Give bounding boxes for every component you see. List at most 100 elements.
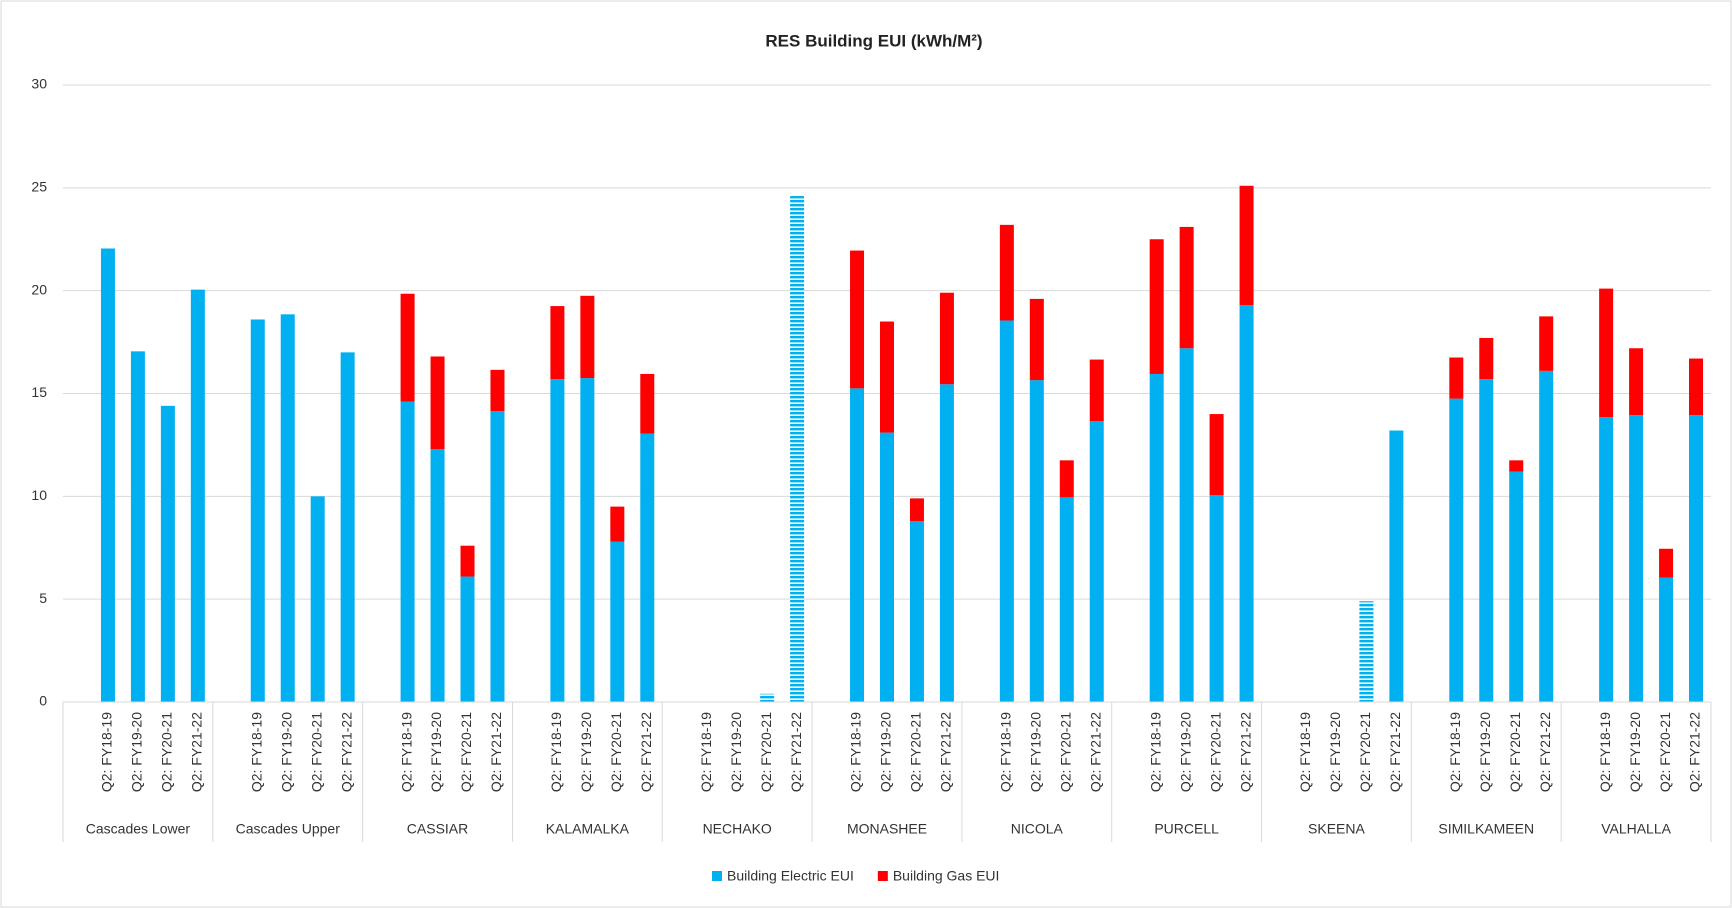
x-tick-label: Q2: FY18-19: [1297, 712, 1313, 792]
x-tick-label: Q2: FY18-19: [99, 712, 115, 792]
x-tick-label: Q2: FY19-20: [1477, 712, 1493, 792]
bar-segment: [1689, 358, 1704, 416]
group-label: NICOLA: [1011, 821, 1064, 837]
x-tick-label: Q2: FY21-22: [1687, 712, 1703, 792]
x-tick-label: Q2: FY19-20: [278, 712, 294, 792]
bar-segment: [190, 289, 205, 702]
bar-segment: [909, 498, 924, 522]
x-tick-label: Q2: FY19-20: [1177, 712, 1193, 792]
y-tick-label: 0: [39, 693, 47, 709]
x-tick-label: Q2: FY21-22: [1237, 712, 1253, 792]
bar-segment: [490, 369, 505, 411]
x-tick-label: Q2: FY20-21: [1057, 712, 1073, 792]
bar-segment: [610, 541, 625, 702]
x-tick-label: Q2: FY18-19: [698, 712, 714, 792]
bar-segment: [1599, 417, 1614, 702]
group-label: SIMILKAMEEN: [1438, 821, 1534, 837]
bar-segment: [999, 224, 1014, 321]
y-tick-label: 25: [31, 179, 47, 195]
x-tick-label: Q2: FY19-20: [129, 712, 145, 792]
bar-segment: [1539, 316, 1554, 371]
bar-segment: [1239, 185, 1254, 306]
bar-segment: [430, 356, 445, 450]
bar-segment: [250, 319, 265, 702]
group-label: PURCELL: [1154, 821, 1219, 837]
group-label: VALHALLA: [1601, 821, 1671, 837]
x-tick-label: Q2: FY21-22: [938, 712, 954, 792]
bar-segment: [1149, 373, 1164, 702]
bar-segment: [1689, 415, 1704, 702]
x-tick-label: Q2: FY18-19: [1597, 712, 1613, 792]
bar-segment: [939, 384, 954, 702]
bar-segment: [460, 545, 475, 577]
bar-segment: [1029, 380, 1044, 702]
x-tick-label: Q2: FY18-19: [1147, 712, 1163, 792]
group-label: SKEENA: [1308, 821, 1365, 837]
bar-segment: [1359, 601, 1374, 702]
bar-segment: [939, 292, 954, 385]
bar-segment: [850, 388, 865, 702]
bar-segment: [340, 352, 355, 702]
bar-segment: [1059, 460, 1074, 498]
x-tick-label: Q2: FY18-19: [998, 712, 1014, 792]
x-tick-label: Q2: FY18-19: [848, 712, 864, 792]
y-tick-label: 30: [31, 76, 47, 92]
bar-segment: [1659, 548, 1674, 578]
bar-segment: [460, 576, 475, 702]
x-tick-label: Q2: FY20-21: [908, 712, 924, 792]
bar-segment: [1209, 495, 1224, 702]
bar-segment: [580, 378, 595, 702]
bar-segment: [850, 250, 865, 389]
x-tick-label: Q2: FY21-22: [189, 712, 205, 792]
bar-segment: [550, 306, 565, 380]
group-label: KALAMALKA: [546, 821, 630, 837]
x-tick-label: Q2: FY20-21: [1357, 712, 1373, 792]
x-tick-label: Q2: FY20-21: [308, 712, 324, 792]
x-tick-label: Q2: FY21-22: [638, 712, 654, 792]
x-tick-label: Q2: FY21-22: [488, 712, 504, 792]
bar-segment: [1149, 239, 1164, 374]
x-tick-label: Q2: FY19-20: [578, 712, 594, 792]
x-tick-label: Q2: FY18-19: [398, 712, 414, 792]
bar-segment: [580, 295, 595, 379]
bar-segment: [310, 496, 325, 702]
x-tick-label: Q2: FY21-22: [1387, 712, 1403, 792]
x-tick-label: Q2: FY20-21: [1207, 712, 1223, 792]
chart-title: RES Building EUI (kWh/M²): [765, 31, 982, 50]
bar-segment: [760, 693, 775, 702]
bar-segment: [909, 521, 924, 702]
group-label: MONASHEE: [847, 821, 927, 837]
bar-segment: [1029, 298, 1044, 381]
x-tick-label: Q2: FY19-20: [1327, 712, 1343, 792]
bar-segment: [999, 320, 1014, 702]
legend-swatch: [712, 871, 722, 881]
group-label: CASSIAR: [407, 821, 468, 837]
bar-segment: [1629, 415, 1644, 702]
y-tick-label: 5: [39, 590, 47, 606]
x-tick-label: Q2: FY19-20: [428, 712, 444, 792]
bar-segment: [430, 449, 445, 702]
bar-segment: [1239, 305, 1254, 702]
bar-segment: [1599, 288, 1614, 418]
bar-segment: [400, 293, 415, 402]
bar-segment: [1449, 357, 1464, 399]
x-tick-label: Q2: FY19-20: [1627, 712, 1643, 792]
bar-segment: [1089, 359, 1104, 422]
x-tick-label: Q2: FY20-21: [608, 712, 624, 792]
bar-segment: [1509, 471, 1524, 702]
bar-segment: [1209, 414, 1224, 496]
x-tick-label: Q2: FY19-20: [878, 712, 894, 792]
bar-segment: [640, 433, 655, 702]
bar-segment: [130, 351, 145, 702]
y-tick-label: 20: [31, 281, 47, 297]
x-tick-label: Q2: FY20-21: [159, 712, 175, 792]
bar-segment: [1659, 577, 1674, 702]
legend-label: Building Electric EUI: [727, 868, 854, 884]
bar-segment: [1509, 460, 1524, 472]
x-tick-label: Q2: FY21-22: [1537, 712, 1553, 792]
x-tick-label: Q2: FY20-21: [1657, 712, 1673, 792]
bar-segment: [160, 405, 175, 702]
x-tick-label: Q2: FY21-22: [338, 712, 354, 792]
x-tick-label: Q2: FY20-21: [1507, 712, 1523, 792]
